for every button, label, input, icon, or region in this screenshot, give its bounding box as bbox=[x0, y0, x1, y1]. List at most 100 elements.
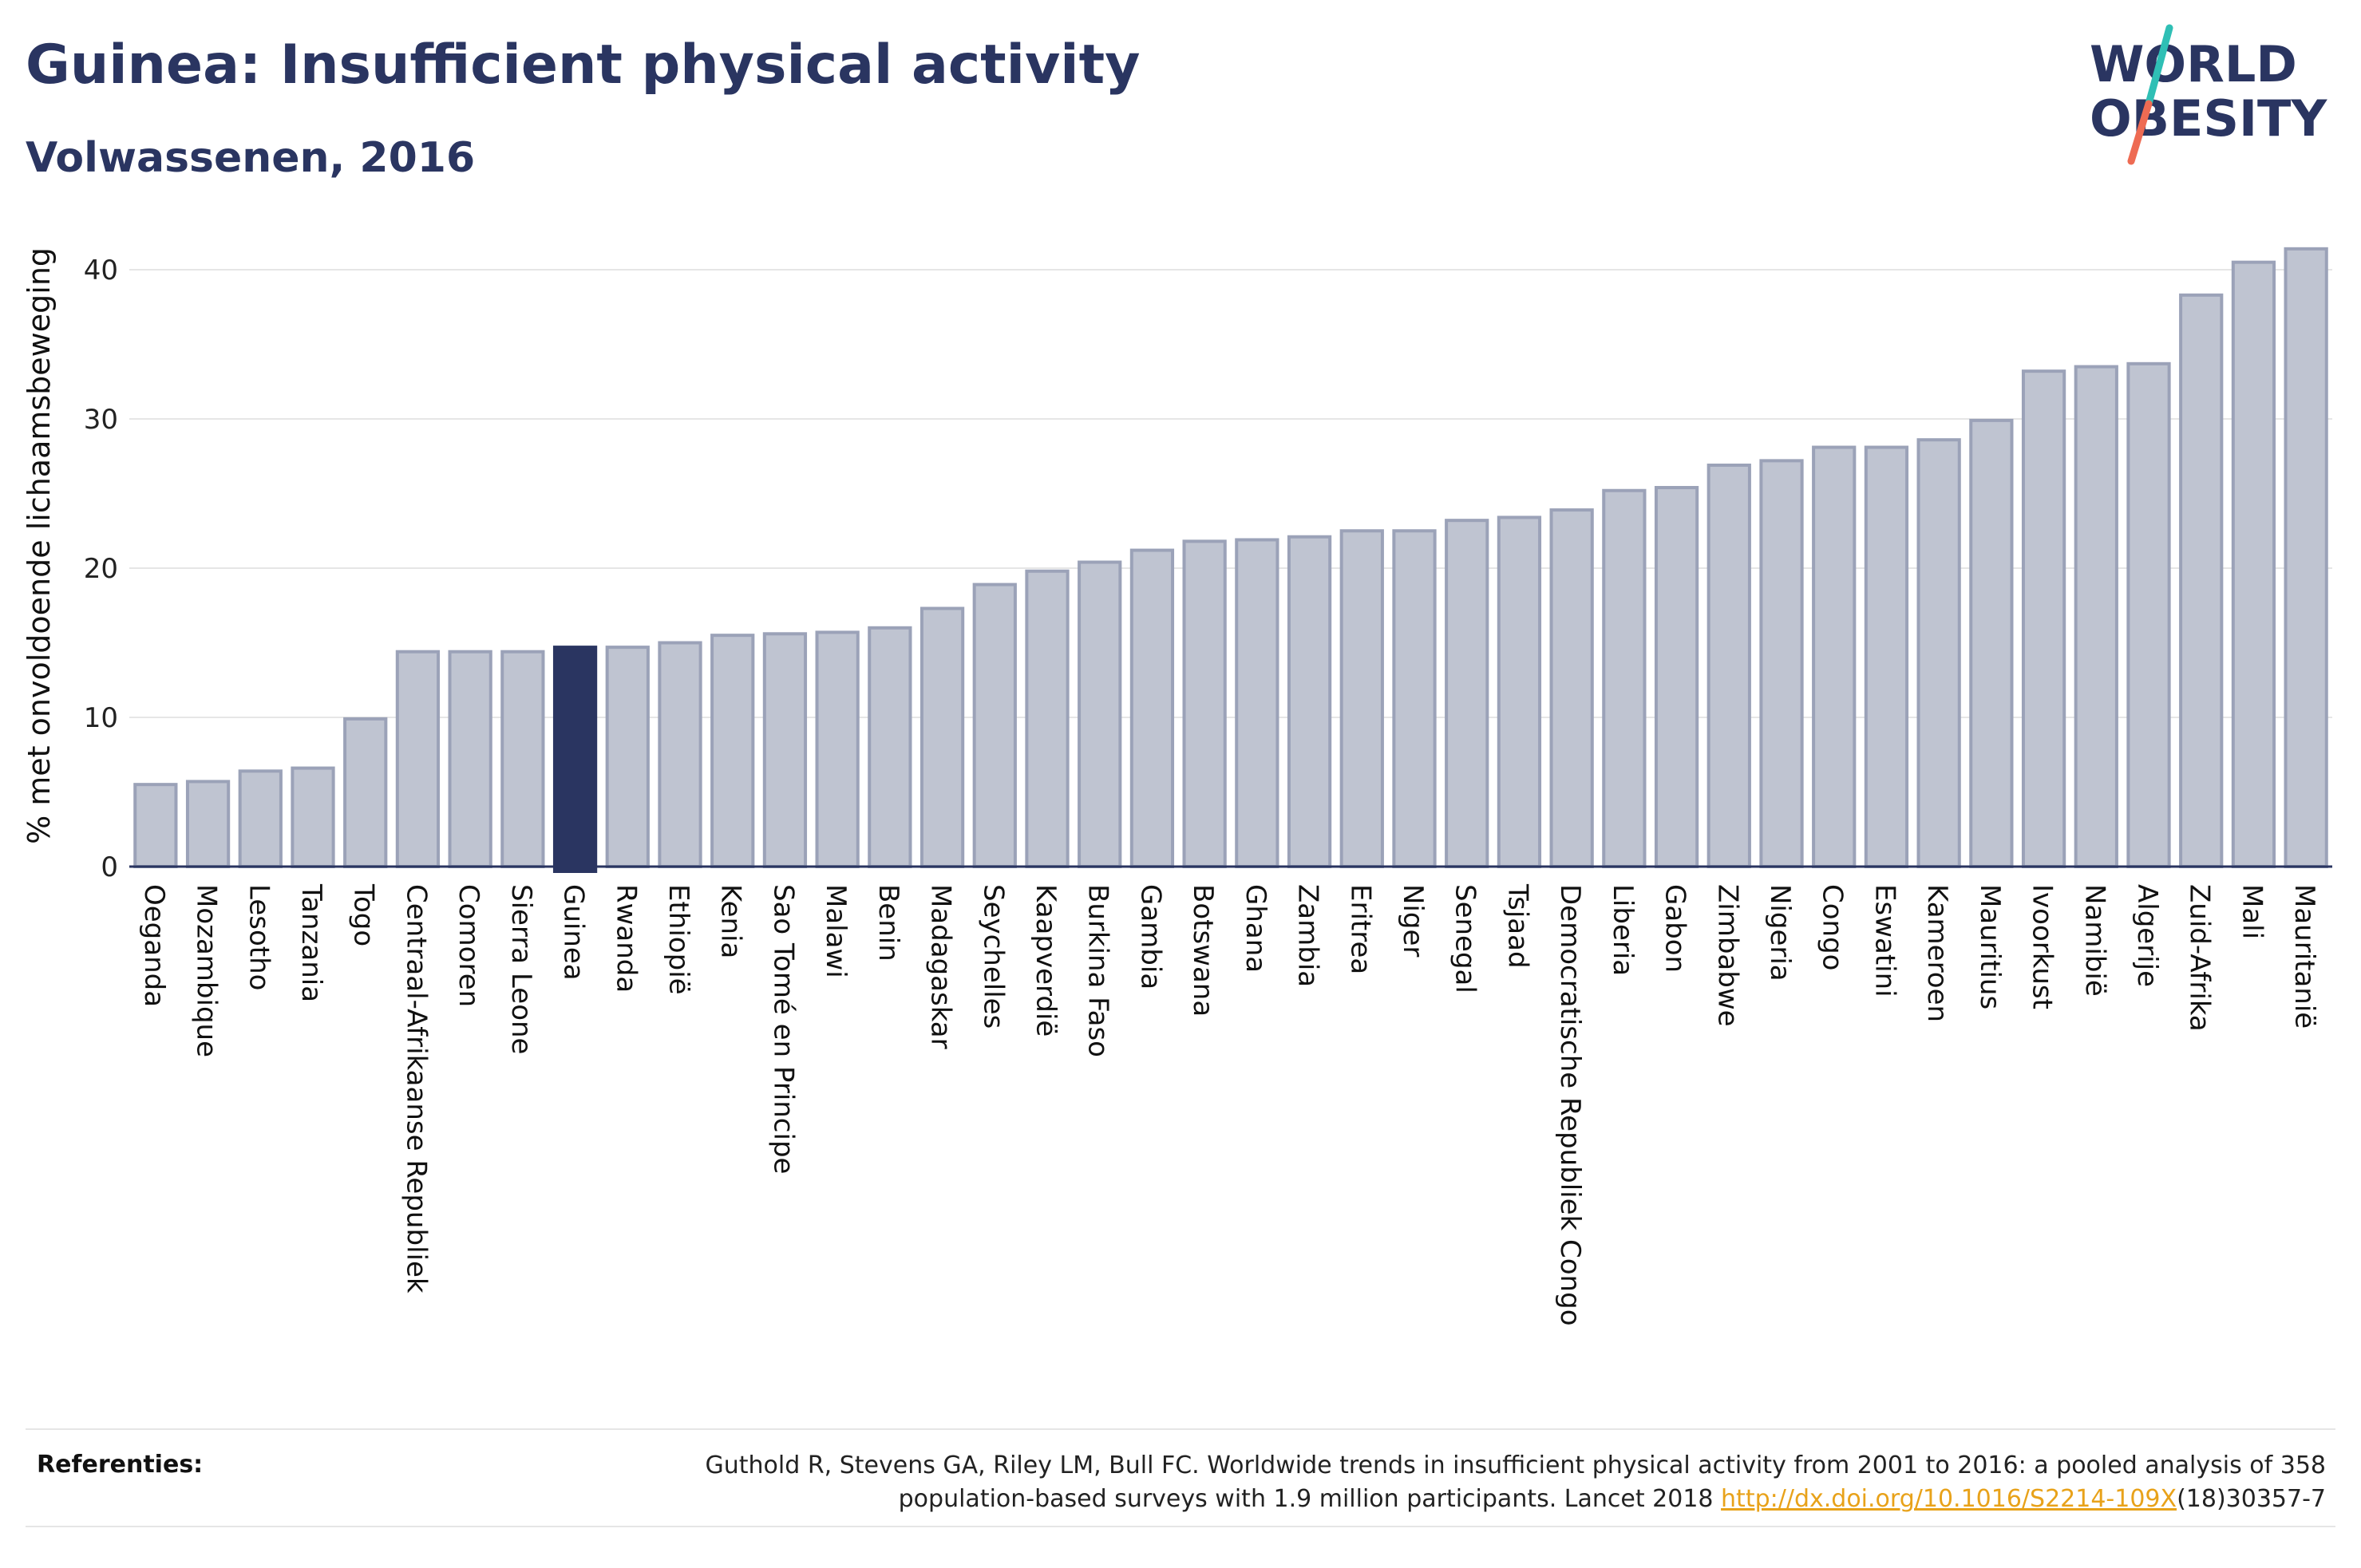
x-tick-label: Benin bbox=[872, 884, 904, 962]
x-tick-label: Kaapverdië bbox=[1030, 884, 1062, 1037]
x-tick-label: Sierra Leone bbox=[505, 884, 537, 1054]
x-tick-label: Congo bbox=[1817, 884, 1849, 970]
bar-gambia bbox=[1129, 548, 1175, 868]
references-text: Guthold R, Stevens GA, Riley LM, Bull FC… bbox=[570, 1449, 2326, 1516]
bar-comoren bbox=[448, 650, 492, 868]
bar-sao-tom-en-principe bbox=[762, 632, 808, 869]
x-tick-label: Malawi bbox=[820, 884, 852, 978]
x-tick-label: Lesotho bbox=[243, 884, 275, 990]
y-tick-label: 0 bbox=[101, 851, 118, 883]
logo-word-obesity: OBESITY bbox=[2090, 89, 2327, 148]
bar-senegal bbox=[1445, 519, 1489, 868]
bar-madagaskar bbox=[919, 606, 965, 868]
bar-seychelles bbox=[972, 583, 1017, 868]
bar-benin bbox=[868, 626, 912, 868]
bar-nigeria bbox=[1759, 459, 1804, 868]
bar-namibi bbox=[2074, 365, 2118, 868]
x-tick-label: Seychelles bbox=[977, 884, 1009, 1029]
bar-democratische-republiek-congo bbox=[1549, 508, 1594, 868]
chart-subtitle: Volwassenen, 2016 bbox=[26, 134, 476, 182]
y-tick-labels: 0 10 20 30 40 bbox=[84, 255, 118, 883]
x-tick-label: Zimbabwe bbox=[1711, 884, 1743, 1027]
x-tick-label: Mali bbox=[2236, 884, 2268, 939]
x-tick-label: Kameroen bbox=[1921, 884, 1953, 1022]
bar-mauritius bbox=[1969, 418, 2014, 868]
bar-mali bbox=[2231, 260, 2276, 868]
chart-title: Guinea: Insufficient physical activity bbox=[26, 34, 1141, 97]
x-tick-label: Madagaskar bbox=[925, 884, 957, 1049]
bar-tsjaad bbox=[1497, 515, 1542, 868]
world-obesity-logo: WORLD OBESITY bbox=[2090, 24, 2327, 165]
bar-lesotho bbox=[238, 769, 283, 869]
x-tick-label: Gabon bbox=[1659, 884, 1691, 973]
y-axis-label: % met onvoldoende lichaamsbeweging bbox=[22, 247, 57, 844]
x-tick-label: Tanzania bbox=[295, 883, 327, 1002]
logo-slash-bottom bbox=[2127, 100, 2153, 165]
x-tick-label: Centraal-Afrikaanse Republiek bbox=[400, 884, 432, 1294]
logo-slash-top bbox=[2145, 24, 2173, 108]
x-tick-label: Zambia bbox=[1292, 884, 1324, 987]
x-tick-label: Algerije bbox=[2131, 884, 2163, 987]
x-tick-label: Mozambique bbox=[191, 884, 223, 1057]
bar-kaapverdi bbox=[1025, 569, 1070, 868]
bar-malawi bbox=[815, 630, 860, 868]
bar-eritrea bbox=[1339, 529, 1384, 868]
bar-liberia bbox=[1602, 488, 1647, 868]
bar-chart: 0 10 20 30 40 Oeganda Mozambique Lesotho Tanzan… bbox=[22, 247, 2332, 1326]
x-tick-label: Nigeria bbox=[1764, 884, 1796, 981]
bar-oeganda bbox=[133, 783, 178, 869]
x-tick-label: Ivoorkust bbox=[2027, 884, 2058, 1009]
bar-ghana bbox=[1235, 538, 1279, 868]
x-tick-label: Tsjaad bbox=[1501, 883, 1533, 969]
y-tick-label: 10 bbox=[84, 702, 118, 734]
x-tick-label: Guinea bbox=[558, 884, 590, 981]
bar-zuid-afrika bbox=[2179, 293, 2224, 869]
bar-guinea bbox=[552, 646, 598, 873]
bar-ethiopi bbox=[658, 641, 702, 868]
reference-line-2-suffix: (18)30357-7 bbox=[2177, 1485, 2326, 1513]
x-tick-label: Ethiopië bbox=[662, 884, 694, 995]
y-tick-label: 30 bbox=[84, 404, 118, 436]
x-tick-label: Kenia bbox=[715, 884, 747, 958]
x-tick-label: Burkina Faso bbox=[1082, 884, 1114, 1057]
y-tick-label: 20 bbox=[84, 553, 118, 585]
x-tick-label: Eswatini bbox=[1869, 884, 1900, 997]
reference-line-1: Guthold R, Stevens GA, Riley LM, Bull FC… bbox=[705, 1451, 2326, 1479]
bar-centraal-afrikaanse-republiek bbox=[395, 650, 441, 868]
x-tick-label: Senegal bbox=[1449, 884, 1481, 993]
x-tick-label: Democratische Republiek Congo bbox=[1554, 884, 1586, 1326]
bar-zimbabwe bbox=[1706, 463, 1751, 868]
x-tick-label: Comoren bbox=[453, 884, 484, 1007]
x-tick-label: Oeganda bbox=[138, 884, 170, 1007]
reference-doi-link[interactable]: http://dx.doi.org/10.1016/S2214-109X bbox=[1721, 1485, 2177, 1513]
bar-mauritani bbox=[2284, 247, 2328, 868]
bar-tanzania bbox=[291, 766, 335, 869]
bars bbox=[133, 247, 2328, 873]
x-tick-label: Mauritius bbox=[1974, 884, 2006, 1009]
bar-rwanda bbox=[605, 646, 650, 868]
x-tick-label: Liberia bbox=[1607, 884, 1639, 976]
x-tick-label: Rwanda bbox=[610, 884, 642, 993]
bar-sierra-leone bbox=[500, 650, 545, 868]
x-tick-label: Zuid-Afrika bbox=[2184, 884, 2216, 1032]
x-tick-label: Mauritanië bbox=[2288, 884, 2320, 1029]
x-tick-label: Sao Tomé en Principe bbox=[767, 884, 799, 1174]
bar-algerije bbox=[2126, 361, 2171, 868]
x-tick-label: Niger bbox=[1397, 884, 1429, 957]
bar-zambia bbox=[1287, 535, 1332, 868]
reference-line-2-prefix: population-based surveys with 1.9 millio… bbox=[898, 1485, 1722, 1513]
x-tick-label: Ghana bbox=[1240, 884, 1271, 973]
bar-kenia bbox=[710, 634, 755, 869]
x-tick-label: Gambia bbox=[1134, 884, 1166, 989]
logo-word-world: WORLD bbox=[2090, 35, 2297, 93]
bar-eswatini bbox=[1864, 445, 1909, 868]
bar-niger bbox=[1392, 529, 1437, 868]
bar-burkina-faso bbox=[1078, 560, 1122, 869]
references-section: Referenties: Guthold R, Stevens GA, Rile… bbox=[26, 1428, 2335, 1527]
x-tick-labels: Oeganda Mozambique Lesotho Tanzania Togo Cent… bbox=[138, 883, 2320, 1326]
bar-gabon bbox=[1654, 486, 1699, 869]
grid-lines bbox=[129, 269, 2332, 718]
x-tick-label: Togo bbox=[348, 883, 380, 946]
bar-togo bbox=[343, 717, 388, 868]
references-label: Referenties: bbox=[37, 1451, 204, 1479]
